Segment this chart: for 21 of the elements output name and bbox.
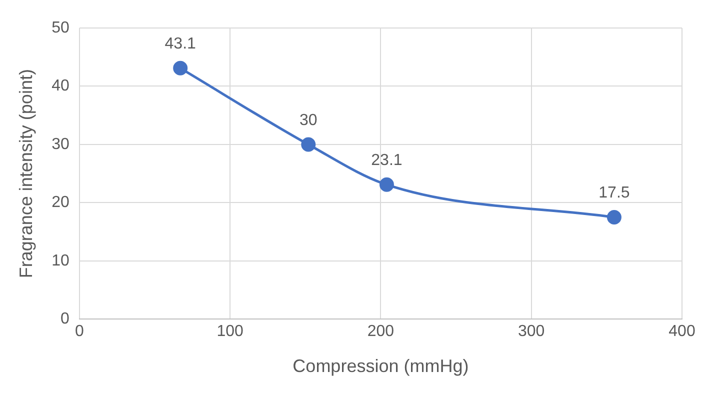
x-tick-label: 400 bbox=[668, 323, 696, 340]
data-label: 17.5 bbox=[598, 184, 630, 202]
y-tick-label: 40 bbox=[52, 78, 70, 95]
data-label: 43.1 bbox=[164, 36, 196, 53]
x-axis-title: Compression (mmHg) bbox=[292, 356, 469, 376]
y-tick-label: 50 bbox=[52, 19, 70, 36]
x-tick-label: 300 bbox=[518, 323, 545, 340]
y-tick-label: 20 bbox=[52, 194, 70, 212]
y-tick-label: 10 bbox=[52, 252, 70, 270]
y-tick-label: 0 bbox=[60, 310, 70, 328]
y-tick-label: 30 bbox=[52, 136, 70, 153]
point bbox=[606, 210, 622, 225]
data-label: 23.1 bbox=[371, 152, 402, 170]
x-tick-label: 100 bbox=[216, 323, 244, 340]
y-axis-title: Fragrance intensity (point) bbox=[16, 69, 36, 278]
point bbox=[301, 137, 316, 152]
point bbox=[173, 60, 188, 76]
data-label: 30 bbox=[299, 112, 318, 129]
point bbox=[379, 177, 394, 192]
x-tick-label: 0 bbox=[74, 323, 84, 340]
x-tick-label: 200 bbox=[367, 323, 394, 340]
